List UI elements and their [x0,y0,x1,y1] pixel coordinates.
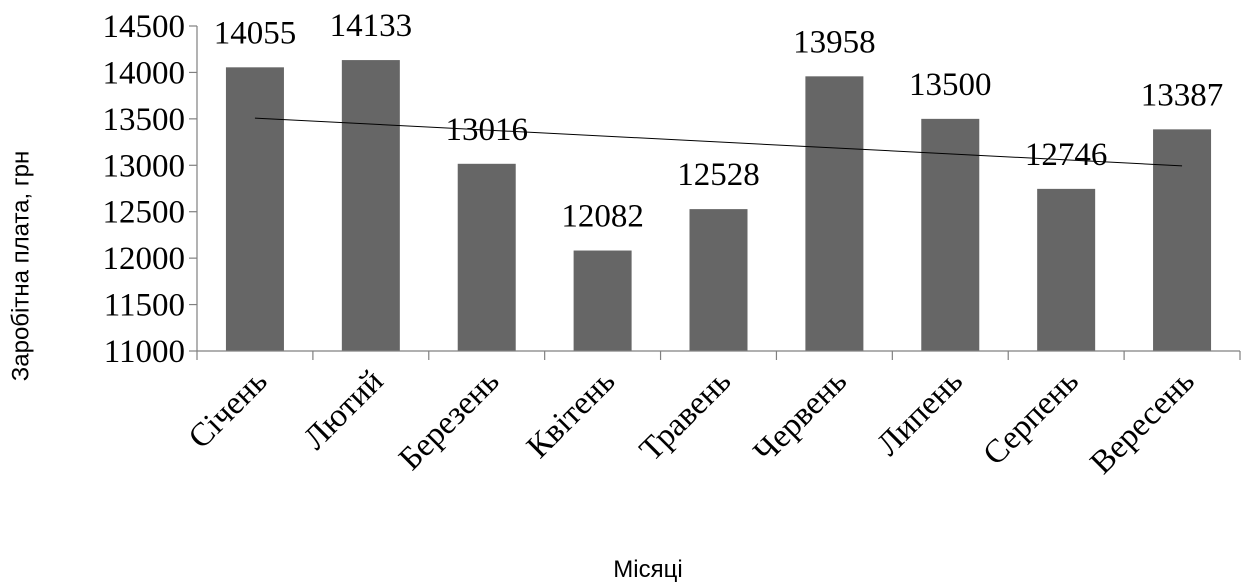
data-labels-group: 14055 14133130161208212528139581350012746… [214,8,1224,234]
axes-group [196,26,1240,352]
x-tick-label: Вересень [1084,363,1202,481]
bar [921,118,980,351]
data-label: 12082 [561,199,644,235]
bar [225,67,284,352]
x-tick-label: Червень [747,363,854,470]
x-tick-label: Травень [633,363,738,468]
trend-line [254,117,1183,167]
data-label: 12528 [677,157,760,193]
data-label: 14133 [330,8,413,44]
bar [805,76,864,351]
y-tick-label: 12500 [103,195,186,231]
bar [457,163,516,351]
data-label: 13958 [793,24,876,60]
bar [1153,129,1212,351]
x-tick-label: Серпень [977,363,1086,472]
y-tick-label: 12000 [103,241,186,277]
x-tick-label: Лютий [297,363,391,457]
y-tick-label: 11500 [104,288,185,324]
bar [341,60,400,351]
y-axis-ticks: 11000 11500 12000 12500 13000 13500 14000 14500 [103,9,197,370]
x-tick-label: Липень [870,363,970,463]
y-tick-label: 14500 [103,9,186,45]
data-label: 13387 [1141,77,1224,113]
x-axis-tick-labels: Січень Лютий Березень Квітень Травень Червень… [182,363,1202,481]
x-axis-ticks [196,351,1241,360]
y-axis-title: Заробітна плата, грн [7,151,34,381]
data-label: 13500 [909,67,992,103]
x-axis-title: Місяці [613,556,682,583]
y-tick-label: 14000 [103,55,186,91]
bar [1037,188,1096,351]
x-tick-label: Квітень [520,363,622,465]
y-tick-label: 13500 [103,102,186,138]
x-tick-label: Березень [392,363,506,477]
y-tick-label: 13000 [103,148,186,184]
bar [573,250,632,351]
data-label: 14055 [214,15,297,51]
bars-group [225,60,1212,352]
bar [689,209,748,351]
y-tick-label: 11000 [104,334,185,370]
data-label: 12746 [1025,137,1108,173]
x-tick-label: Січень [182,363,275,456]
